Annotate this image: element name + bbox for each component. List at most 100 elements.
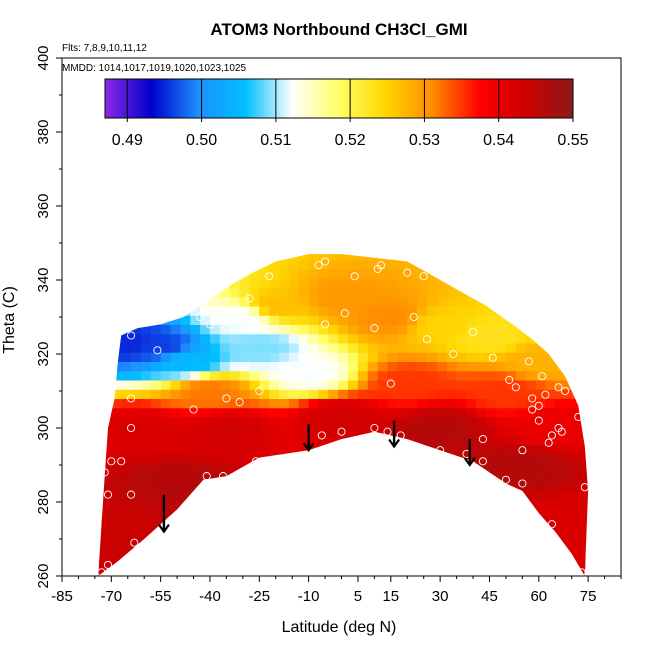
field-cell [180, 370, 191, 381]
field-cell [357, 379, 369, 390]
field-cell [140, 287, 152, 298]
field-cell [140, 379, 152, 390]
field-cell [367, 481, 379, 492]
field-cell [180, 315, 191, 325]
field-cell [318, 268, 329, 279]
field-cell [437, 241, 447, 251]
field-cell [269, 259, 280, 270]
field-cell [298, 527, 310, 538]
field-cell [328, 254, 339, 261]
field-cell [111, 296, 122, 307]
field-cell [456, 537, 468, 547]
field-cell [535, 481, 546, 492]
field-cell [505, 555, 517, 566]
field-cell [140, 278, 152, 288]
field-cell [209, 463, 221, 473]
field-cell [219, 426, 231, 436]
field-cell [249, 546, 260, 557]
chart-title: ATOM3 Northbound CH3Cl_GMI [210, 20, 467, 39]
field-cell [279, 555, 290, 566]
field-cell [298, 352, 310, 362]
field-cell [555, 500, 566, 510]
field-cell [505, 444, 517, 455]
colorbar-tick-label: 0.49 [112, 132, 143, 149]
field-cell [446, 333, 458, 344]
field-cell [505, 352, 517, 362]
field-cell [269, 416, 280, 427]
sample-point [202, 472, 211, 481]
field-cell [279, 407, 290, 418]
field-cell [545, 241, 555, 251]
field-cell [555, 472, 566, 483]
field-cell [436, 287, 448, 298]
field-cell [259, 537, 270, 547]
field-cell [150, 537, 162, 547]
field-cell [259, 435, 270, 446]
field-cell [279, 342, 290, 353]
sample-point [127, 490, 136, 499]
field-cell [279, 546, 290, 557]
field-cell [170, 352, 181, 362]
field-cell [288, 333, 300, 344]
field-cell [190, 509, 201, 520]
field-cell [279, 564, 290, 575]
field-cell [98, 324, 103, 335]
field-cell [279, 416, 290, 427]
field-cell [407, 435, 418, 446]
field-cell [140, 527, 152, 538]
field-cell [98, 555, 103, 566]
field-cell [229, 324, 241, 335]
field-cell [466, 518, 477, 529]
field-cell [98, 278, 103, 288]
field-cell [200, 500, 211, 510]
field-cell [338, 435, 349, 446]
field-cell [140, 518, 152, 529]
field-cell [131, 324, 142, 335]
field-cell [131, 537, 142, 547]
field-cell [535, 472, 546, 483]
field-cell [328, 463, 339, 473]
field-cell [466, 435, 477, 446]
field-cell [180, 259, 191, 270]
field-cell [279, 435, 290, 446]
field-cell [111, 342, 122, 353]
field-cell [338, 537, 349, 547]
sample-point [547, 520, 556, 529]
field-cell [269, 268, 280, 279]
field-cell [140, 555, 152, 566]
field-cell [387, 546, 398, 557]
field-cell [180, 407, 191, 418]
field-cell [298, 342, 310, 353]
field-cell [348, 518, 359, 529]
field-cell [426, 472, 438, 483]
field-cell [269, 278, 280, 288]
field-cell [308, 546, 320, 557]
field-cell [249, 305, 260, 316]
field-cell [456, 481, 468, 492]
field-cell [545, 379, 556, 390]
field-cell [446, 564, 458, 575]
field-cell [229, 546, 241, 557]
field-cell [446, 287, 458, 298]
field-cell [536, 241, 546, 251]
field-cell [357, 305, 369, 316]
field-cell [111, 555, 122, 566]
field-cell [190, 287, 201, 298]
field-cell [160, 342, 172, 353]
field-cell [288, 546, 300, 557]
field-cell [565, 324, 576, 335]
field-cell [279, 426, 290, 436]
field-cell [505, 527, 517, 538]
field-cell [476, 564, 487, 575]
field-cell [140, 254, 152, 261]
y-axis-label: Theta (C) [1, 286, 18, 354]
field-cell [446, 444, 458, 455]
field-cell [496, 370, 507, 381]
field-cell [584, 352, 589, 362]
field-cell [219, 268, 231, 279]
field-cell [496, 324, 507, 335]
field-cell [180, 333, 191, 344]
field-cell [466, 426, 477, 436]
field-cell [555, 296, 566, 307]
field-cell [121, 537, 132, 547]
